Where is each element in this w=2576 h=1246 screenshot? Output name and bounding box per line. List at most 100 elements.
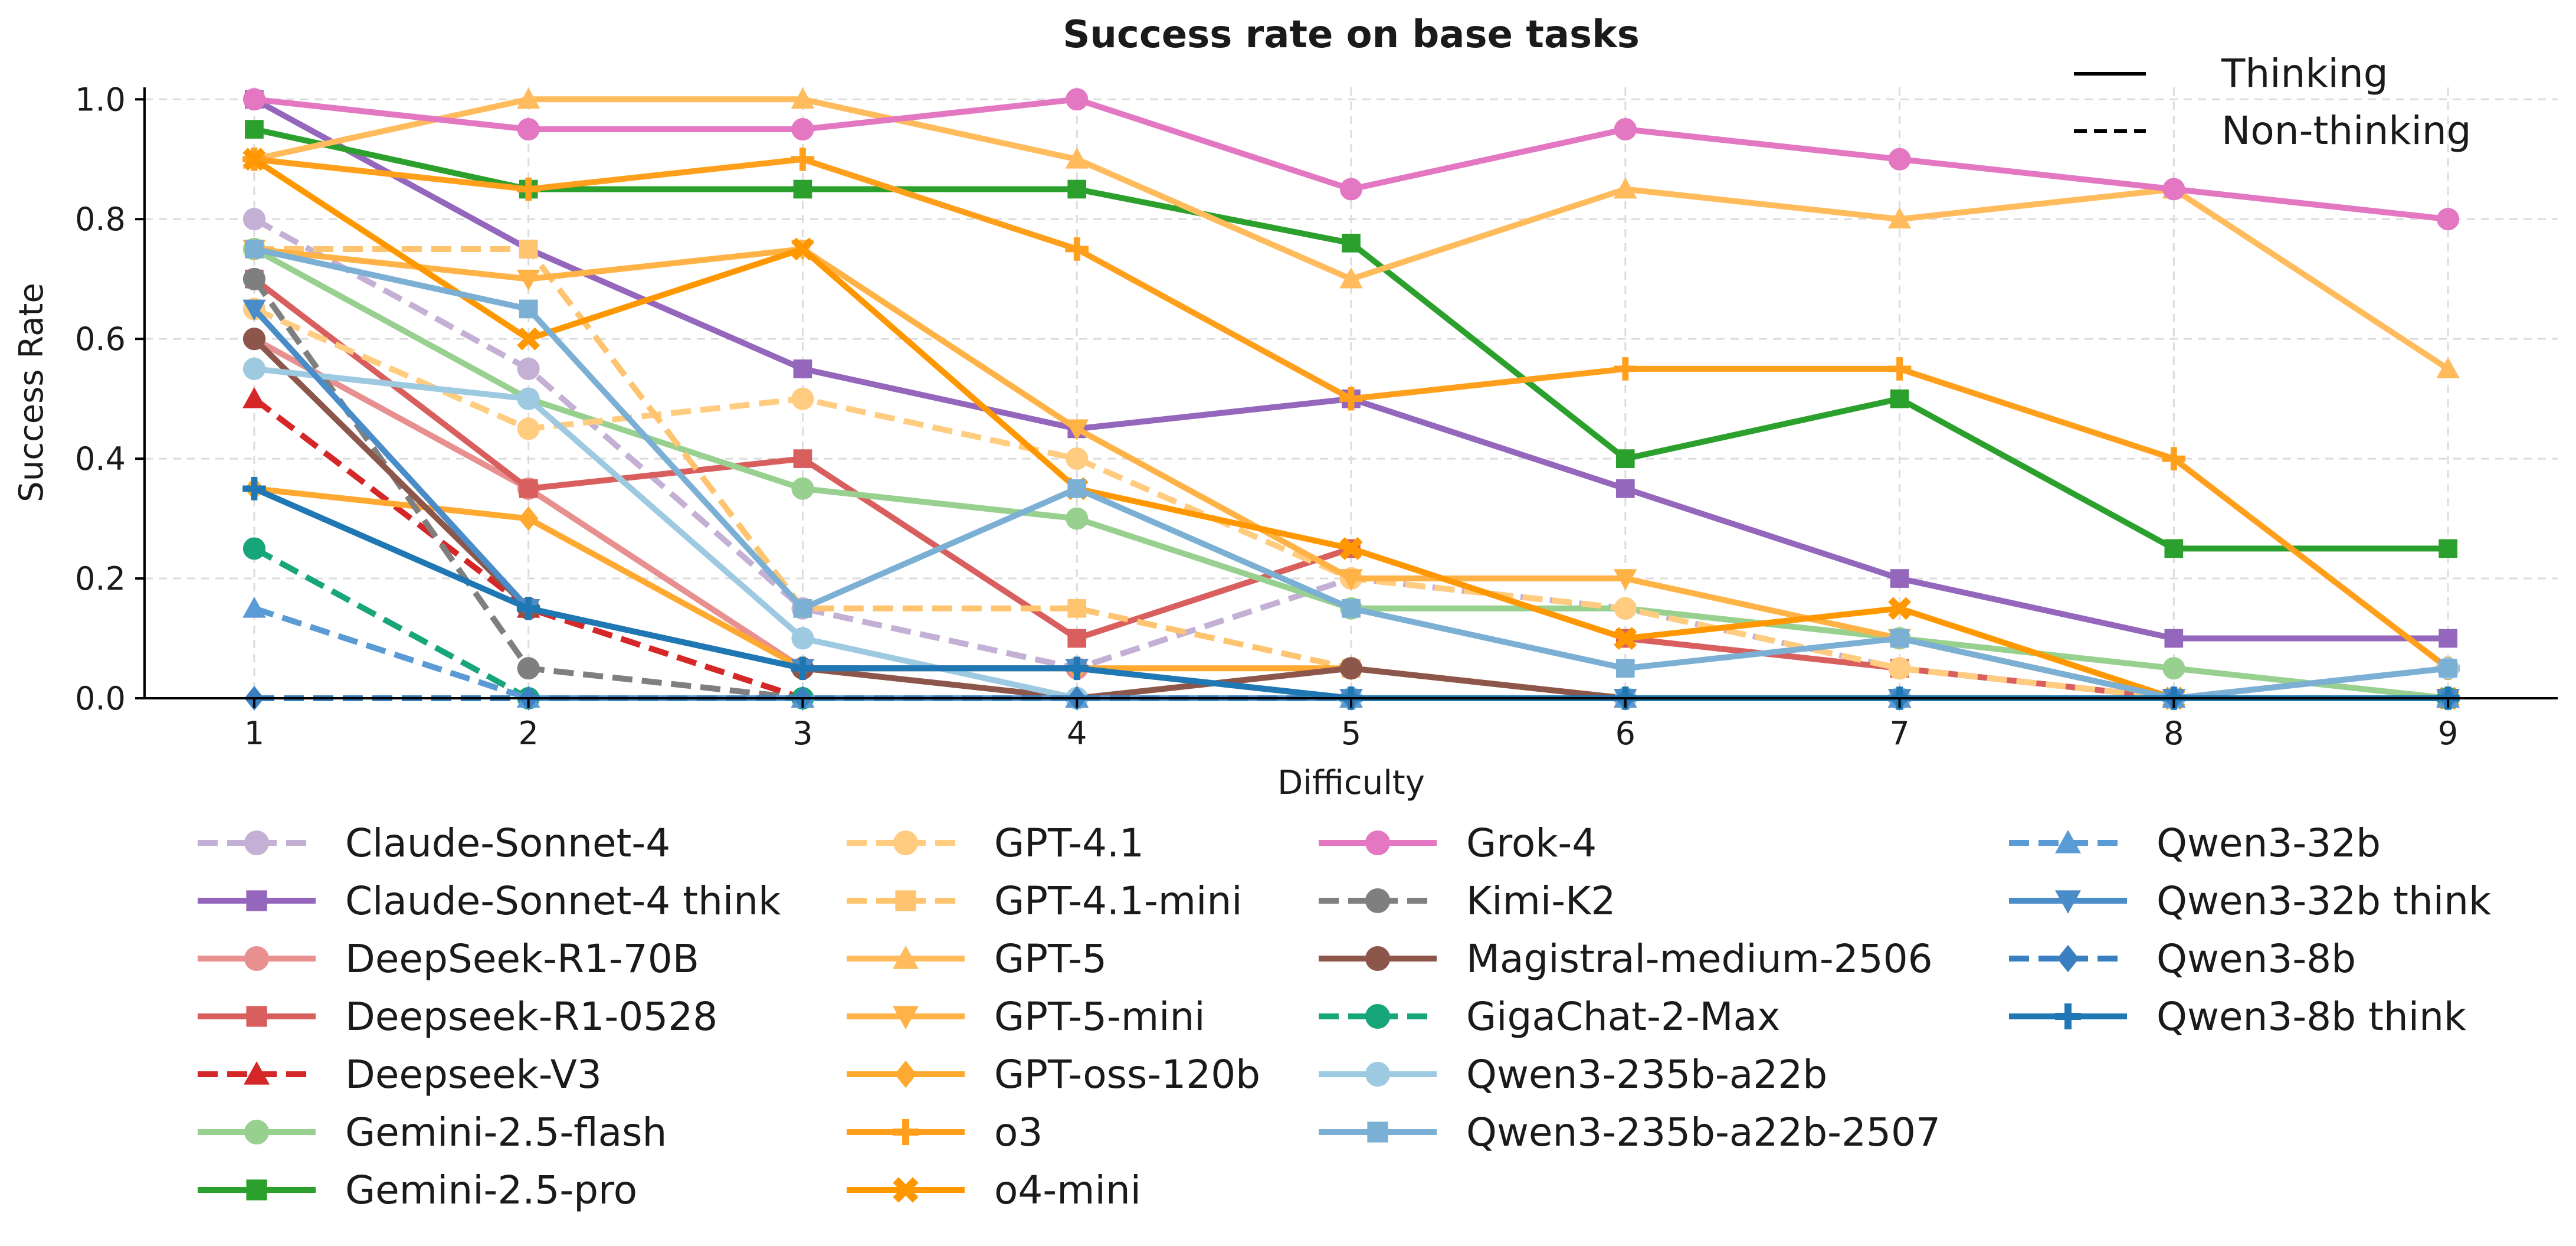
- legend-marker: [2057, 944, 2079, 973]
- legend-marker: [893, 1119, 919, 1145]
- data-point: [791, 147, 815, 171]
- legend-item-o3: o3: [847, 1110, 1043, 1155]
- data-point: [517, 357, 540, 380]
- data-point: [519, 479, 538, 498]
- legend-marker: [244, 830, 269, 855]
- legend-label: GPT-oss-120b: [994, 1052, 1260, 1097]
- data-point: [1339, 537, 1363, 560]
- data-point: [791, 656, 815, 681]
- data-point: [1615, 449, 1635, 468]
- style-legend-label-non-thinking: Non-thinking: [2221, 108, 2472, 153]
- series-lines: [242, 87, 2460, 711]
- x-tick-label: 4: [1067, 715, 1087, 752]
- x-tick-label: 3: [792, 715, 812, 752]
- data-point: [242, 299, 266, 321]
- x-tick-label: 8: [2164, 715, 2184, 752]
- legend-marker: [1365, 1004, 1390, 1029]
- data-point: [242, 328, 266, 351]
- data-point: [793, 599, 812, 618]
- data-point: [2437, 208, 2460, 231]
- legend-label: GPT-5-mini: [994, 994, 1205, 1039]
- legend-marker: [244, 1061, 270, 1085]
- data-point: [1066, 507, 1089, 530]
- data-point: [1613, 177, 1637, 199]
- data-point: [242, 148, 266, 171]
- data-point: [1614, 118, 1637, 141]
- data-point: [2162, 447, 2186, 470]
- legend-marker: [1365, 946, 1390, 971]
- legend-label: Deepseek-R1-0528: [345, 994, 717, 1039]
- legend-label: Claude-Sonnet-4: [345, 820, 670, 866]
- legend-item-qwen3-32b: Qwen3-32b: [2009, 820, 2381, 866]
- data-point: [1890, 569, 1909, 588]
- data-point: [242, 387, 266, 408]
- y-tick-label: 0.0: [75, 680, 126, 717]
- legend-marker: [893, 1006, 919, 1029]
- data-point: [1067, 599, 1087, 618]
- data-point: [242, 596, 266, 618]
- legend-marker: [1367, 1121, 1388, 1143]
- legend-item-qwen3-235b-a22b: Qwen3-235b-a22b: [1319, 1052, 1827, 1097]
- data-point: [1614, 627, 1637, 650]
- legend-marker: [895, 890, 916, 911]
- data-point: [517, 387, 540, 410]
- data-point: [1339, 387, 1363, 411]
- legend-marker: [246, 1006, 267, 1027]
- data-point: [1890, 629, 1909, 648]
- data-point: [242, 208, 266, 231]
- legend-label: Qwen3-8b: [2157, 936, 2356, 982]
- data-point: [1342, 233, 1361, 253]
- data-point: [517, 118, 540, 141]
- legend-label: Qwen3-32b: [2157, 820, 2381, 866]
- legend-marker: [893, 946, 919, 969]
- data-point: [517, 417, 540, 440]
- data-point: [245, 240, 264, 259]
- legend-item-gpt-4-1-mini: GPT-4.1-mini: [847, 878, 1243, 924]
- legend-label: Qwen3-235b-a22b-2507: [1466, 1110, 1941, 1155]
- legend-item-claude-sonnet-4-think: Claude-Sonnet-4 think: [198, 878, 781, 924]
- data-point: [793, 449, 812, 468]
- legend-marker: [893, 830, 918, 855]
- data-point: [1065, 419, 1089, 441]
- data-point: [1339, 569, 1363, 590]
- legend-marker: [246, 890, 267, 911]
- legend-marker: [2055, 830, 2081, 853]
- y-axis-label: Success Rate: [12, 283, 51, 502]
- data-point: [518, 506, 539, 531]
- data-point: [1065, 237, 1089, 261]
- data-point: [1615, 479, 1635, 498]
- legend-item-qwen3-235b-a22b-2507: Qwen3-235b-a22b-2507: [1319, 1110, 1941, 1155]
- legend-item-qwen3-8b-think: Qwen3-8b think: [2009, 994, 2467, 1039]
- legend-label: o4-mini: [994, 1167, 1141, 1213]
- data-point: [2439, 659, 2457, 678]
- legend-item-gemini-2-5-pro: Gemini-2.5-pro: [198, 1167, 637, 1213]
- data-point: [1888, 148, 1911, 171]
- y-tick-label: 0.4: [75, 440, 126, 478]
- legend-label: Qwen3-32b think: [2157, 878, 2492, 924]
- y-tick-label: 0.8: [75, 201, 126, 238]
- legend-marker: [893, 1177, 919, 1203]
- legend-item-deepseek-r1-70b: DeepSeek-R1-70B: [198, 936, 699, 982]
- data-point: [245, 120, 264, 139]
- data-point: [793, 179, 812, 199]
- legend-marker: [894, 1060, 917, 1088]
- data-point: [1065, 147, 1089, 169]
- data-point: [516, 177, 540, 201]
- chart-title: Success rate on base tasks: [1063, 13, 1640, 57]
- legend-label: Gemini-2.5-flash: [345, 1110, 667, 1155]
- y-tick-label: 0.6: [75, 321, 126, 358]
- legend-label: GPT-4.1-mini: [994, 878, 1243, 924]
- data-point: [791, 87, 815, 109]
- legend-label: GigaChat-2-Max: [1466, 994, 1780, 1039]
- legend-marker: [244, 1120, 269, 1144]
- legend-item-grok-4: Grok-4: [1319, 820, 1597, 866]
- ticks: 1 2 3 4 5 6 7 8 9 0.0 0.2 0.4 0.6 0.8 1.0: [75, 81, 2458, 752]
- data-point: [1067, 479, 1087, 498]
- data-point: [242, 357, 266, 380]
- legend-label: GPT-4.1: [994, 820, 1144, 866]
- legend-item-gpt-oss-120b: GPT-oss-120b: [847, 1052, 1260, 1097]
- data-point: [1887, 357, 1912, 381]
- x-tick-label: 6: [1615, 715, 1636, 752]
- data-point: [242, 477, 266, 501]
